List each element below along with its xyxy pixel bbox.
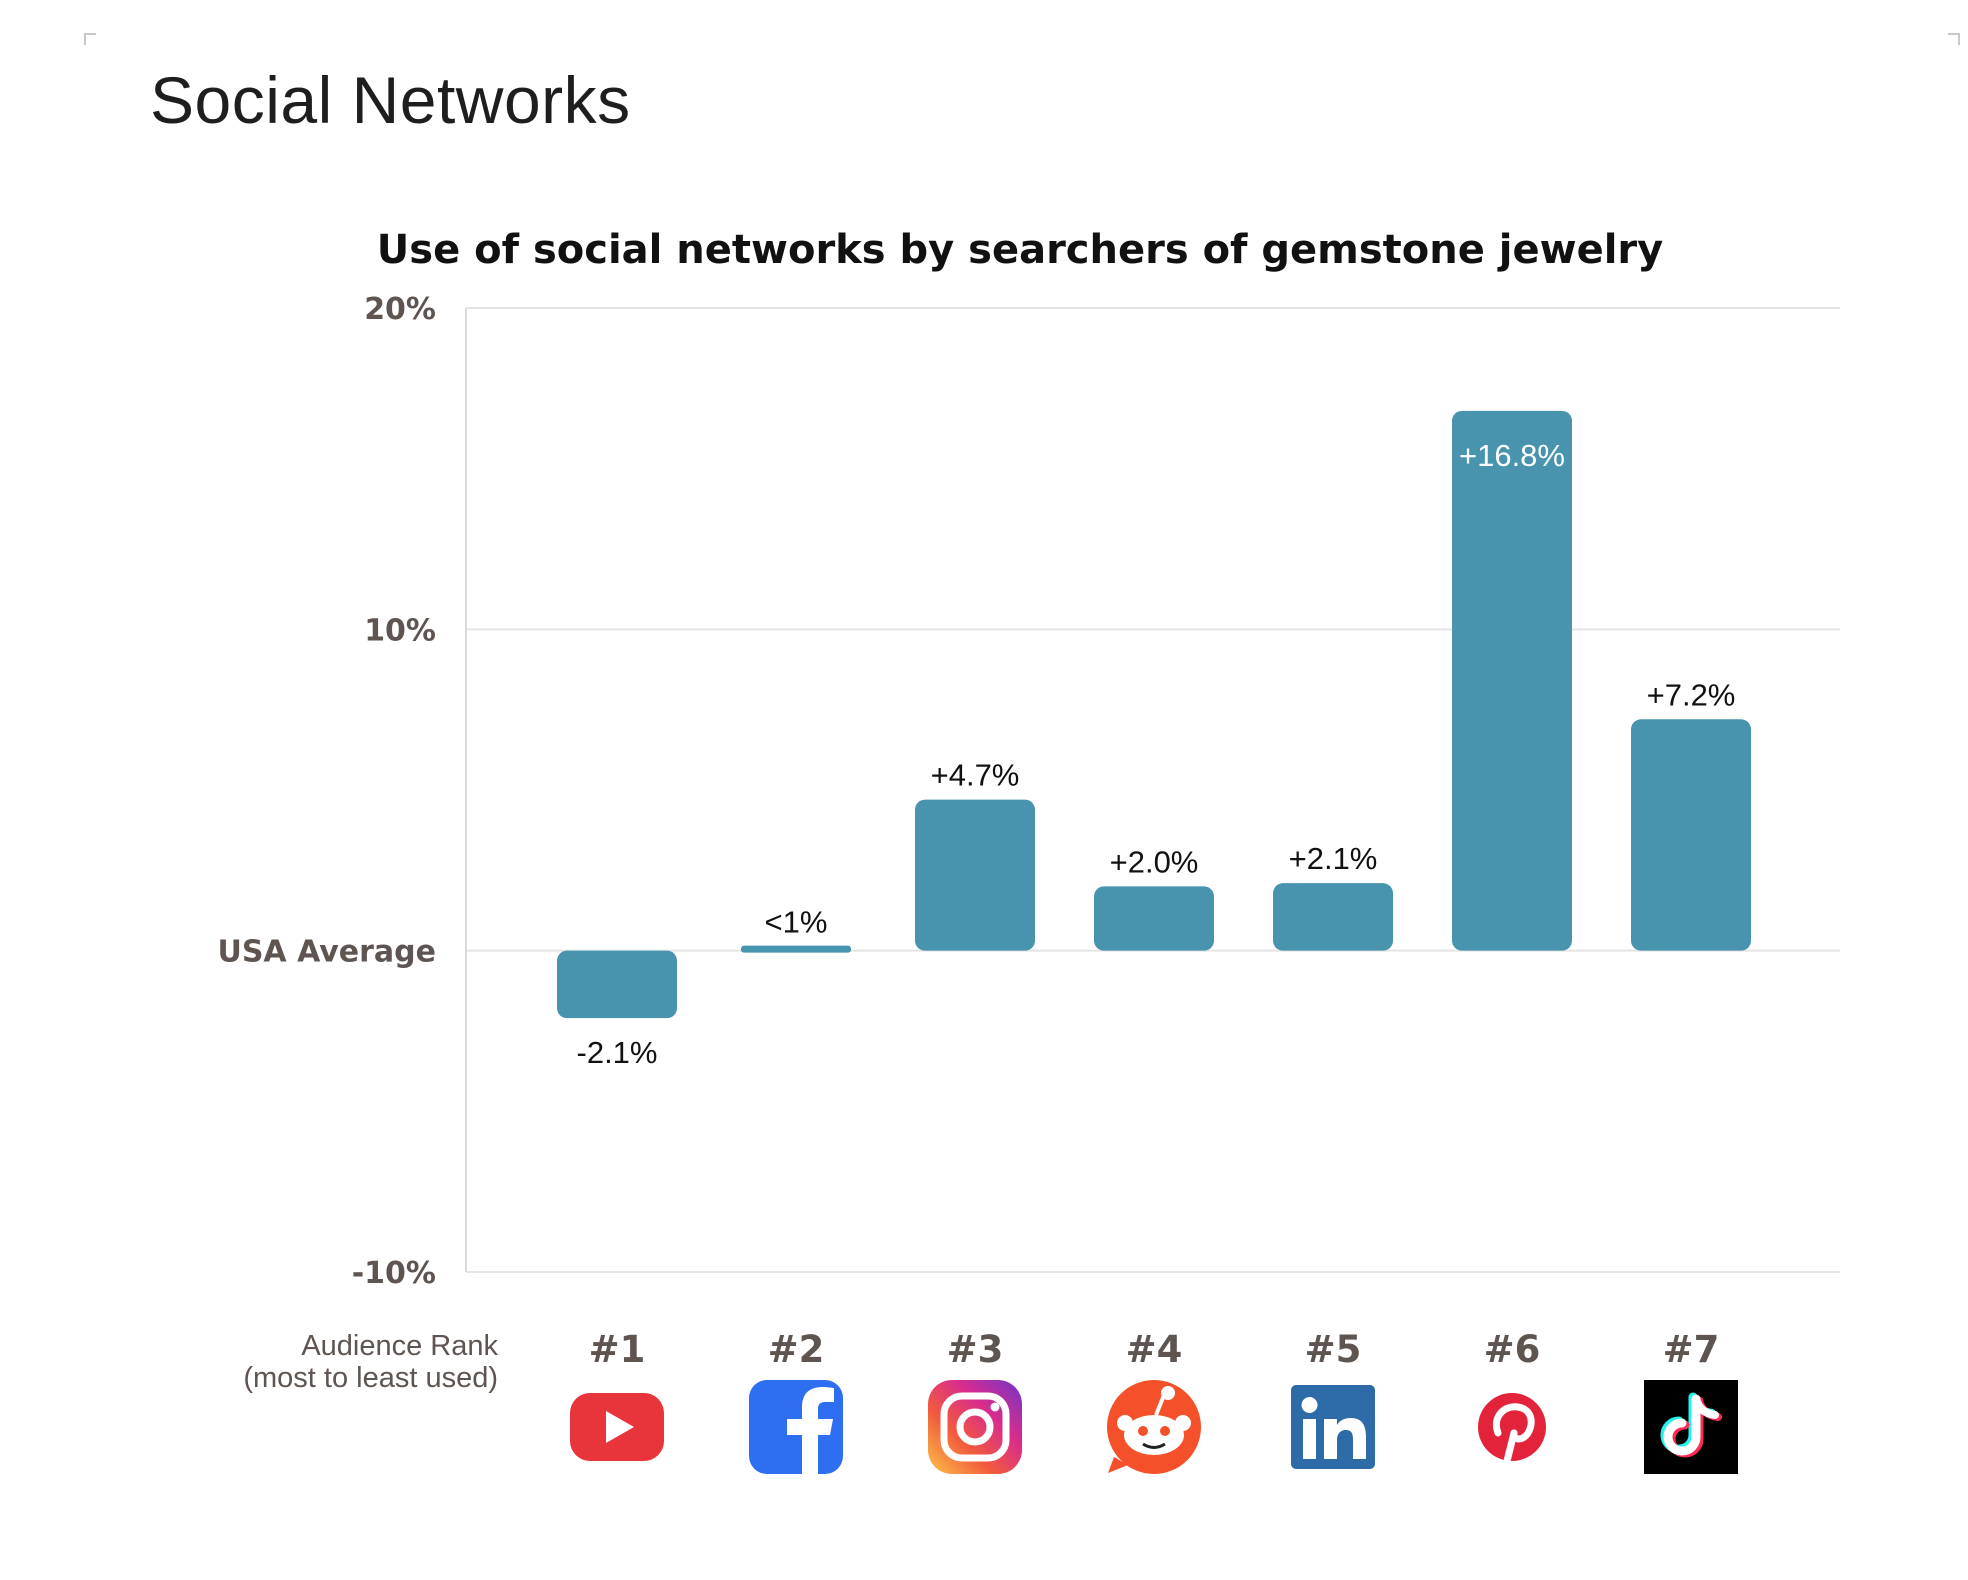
rank-label: #3	[947, 1328, 1004, 1371]
bar	[915, 799, 1035, 951]
corner-mark-left	[84, 33, 96, 45]
rank-label: #5	[1305, 1328, 1362, 1371]
y-tick-label: -10%	[352, 1256, 436, 1291]
bar	[1631, 719, 1751, 951]
rank-layer: #1 #2 #3 #4 #5 #6 #7	[589, 1328, 1720, 1371]
facebook-icon	[749, 1380, 843, 1474]
data-label: -2.1%	[577, 1035, 658, 1070]
pinterest-icon	[1478, 1393, 1546, 1469]
bars-layer: -2.1% <1% +4.7% +2.0% +2.1% +16.8% +7.2%	[557, 410, 1751, 1070]
x-axis-subtitle: (most to least used)	[243, 1362, 498, 1394]
data-label: <1%	[765, 905, 828, 940]
rank-label: #6	[1484, 1328, 1541, 1371]
data-label: +2.1%	[1289, 841, 1378, 876]
data-label: +7.2%	[1647, 677, 1736, 712]
instagram-icon	[928, 1380, 1022, 1474]
reddit-icon	[1107, 1380, 1201, 1474]
data-label: +4.7%	[931, 758, 1020, 793]
rank-label: #4	[1126, 1328, 1183, 1371]
y-tick-label: 10%	[364, 613, 436, 648]
rank-label: #2	[768, 1328, 825, 1371]
bar	[1452, 410, 1572, 951]
page-title: Social Networks	[150, 63, 631, 137]
linkedin-icon	[1291, 1385, 1375, 1469]
x-axis-title: Audience Rank	[301, 1330, 498, 1362]
y-tick-label: USA Average	[217, 935, 436, 970]
chart-title: Use of social networks by searchers of g…	[377, 227, 1663, 273]
data-label: +16.8%	[1459, 438, 1565, 473]
y-tick-label: 20%	[364, 292, 436, 327]
icon-layer	[570, 1380, 1738, 1474]
data-label: +2.0%	[1110, 844, 1199, 879]
grid-layer: 20% 10% USA Average -10%	[217, 292, 1840, 1291]
bar	[1094, 886, 1214, 951]
bar	[1273, 883, 1393, 951]
rank-label: #1	[589, 1328, 646, 1371]
corner-mark-right	[1948, 33, 1960, 45]
tiktok-icon	[1644, 1380, 1738, 1474]
bar	[741, 945, 851, 953]
rank-label: #7	[1663, 1328, 1720, 1371]
youtube-icon	[570, 1393, 664, 1461]
bar	[557, 950, 677, 1019]
